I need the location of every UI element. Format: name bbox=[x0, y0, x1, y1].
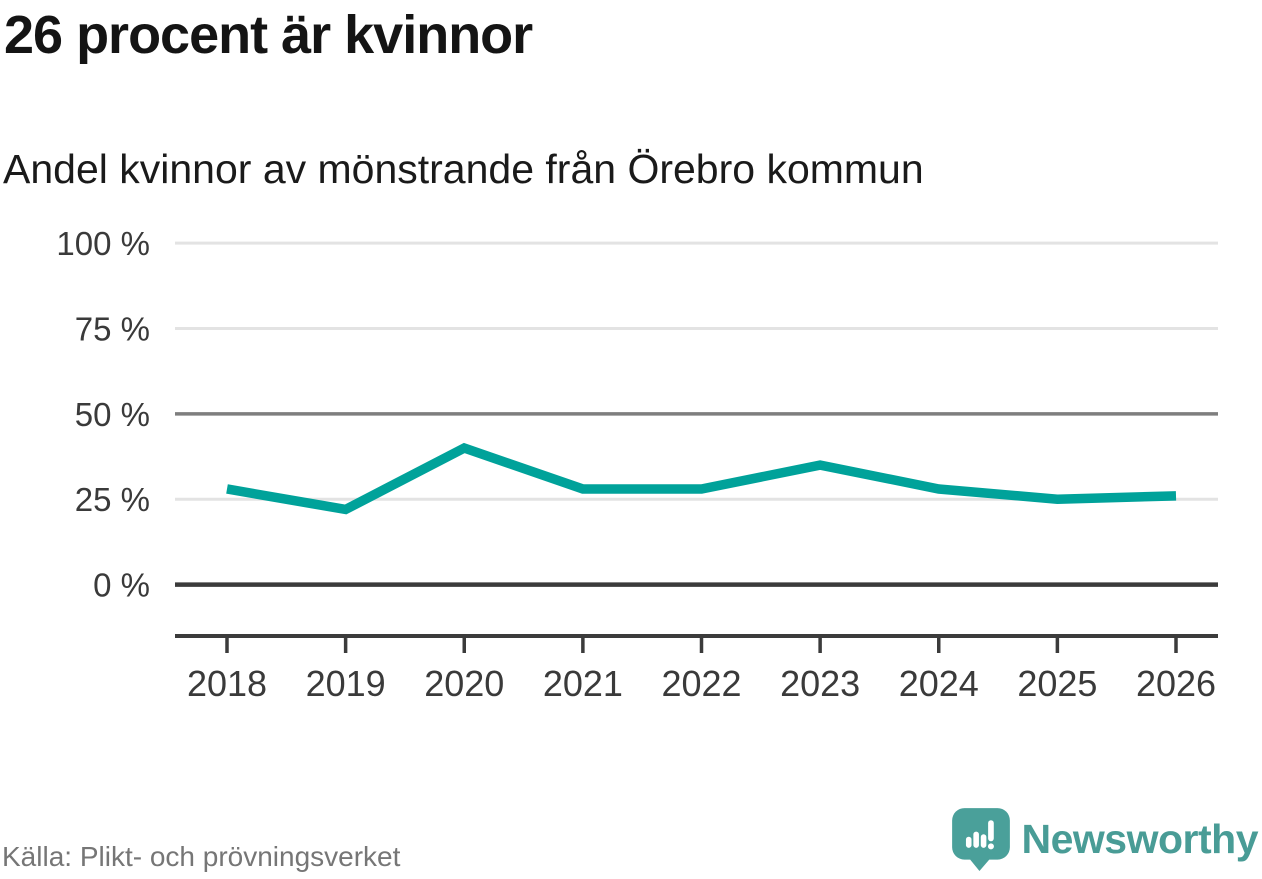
x-tick-label: 2025 bbox=[1017, 663, 1097, 704]
x-tick-label: 2018 bbox=[187, 663, 267, 704]
chart-subtitle: Andel kvinnor av mönstrande från Örebro … bbox=[3, 146, 924, 192]
x-tick-label: 2023 bbox=[780, 663, 860, 704]
x-tick-label: 2019 bbox=[306, 663, 386, 704]
data-line-andel-kvinnor bbox=[226, 442, 1177, 515]
y-tick-label: 100 % bbox=[56, 225, 150, 262]
bar-1 bbox=[965, 836, 972, 848]
x-tick-label: 2024 bbox=[899, 663, 979, 704]
x-tick-label: 2021 bbox=[543, 663, 623, 704]
bar-3 bbox=[980, 834, 986, 848]
bar-2 bbox=[972, 831, 979, 848]
exclamation-bar bbox=[987, 820, 994, 842]
newsworthy-wordmark: Newsworthy bbox=[1021, 815, 1259, 862]
chart-title: 26 procent är kvinnor bbox=[4, 5, 533, 65]
y-tick-label: 25 % bbox=[75, 481, 150, 518]
y-tick-label: 75 % bbox=[75, 310, 150, 347]
newsworthy-logo: Newsworthy bbox=[950, 806, 1259, 872]
x-tick-label: 2020 bbox=[424, 663, 504, 704]
source-note: Källa: Plikt- och prövningsverket bbox=[2, 841, 401, 872]
newsworthy-icon bbox=[951, 808, 1010, 871]
y-tick-label: 0 % bbox=[93, 566, 150, 603]
x-tick-label: 2026 bbox=[1136, 663, 1216, 704]
exclamation-dot bbox=[987, 843, 994, 850]
x-tick-label: 2022 bbox=[661, 663, 741, 704]
y-tick-label: 50 % bbox=[75, 396, 150, 433]
